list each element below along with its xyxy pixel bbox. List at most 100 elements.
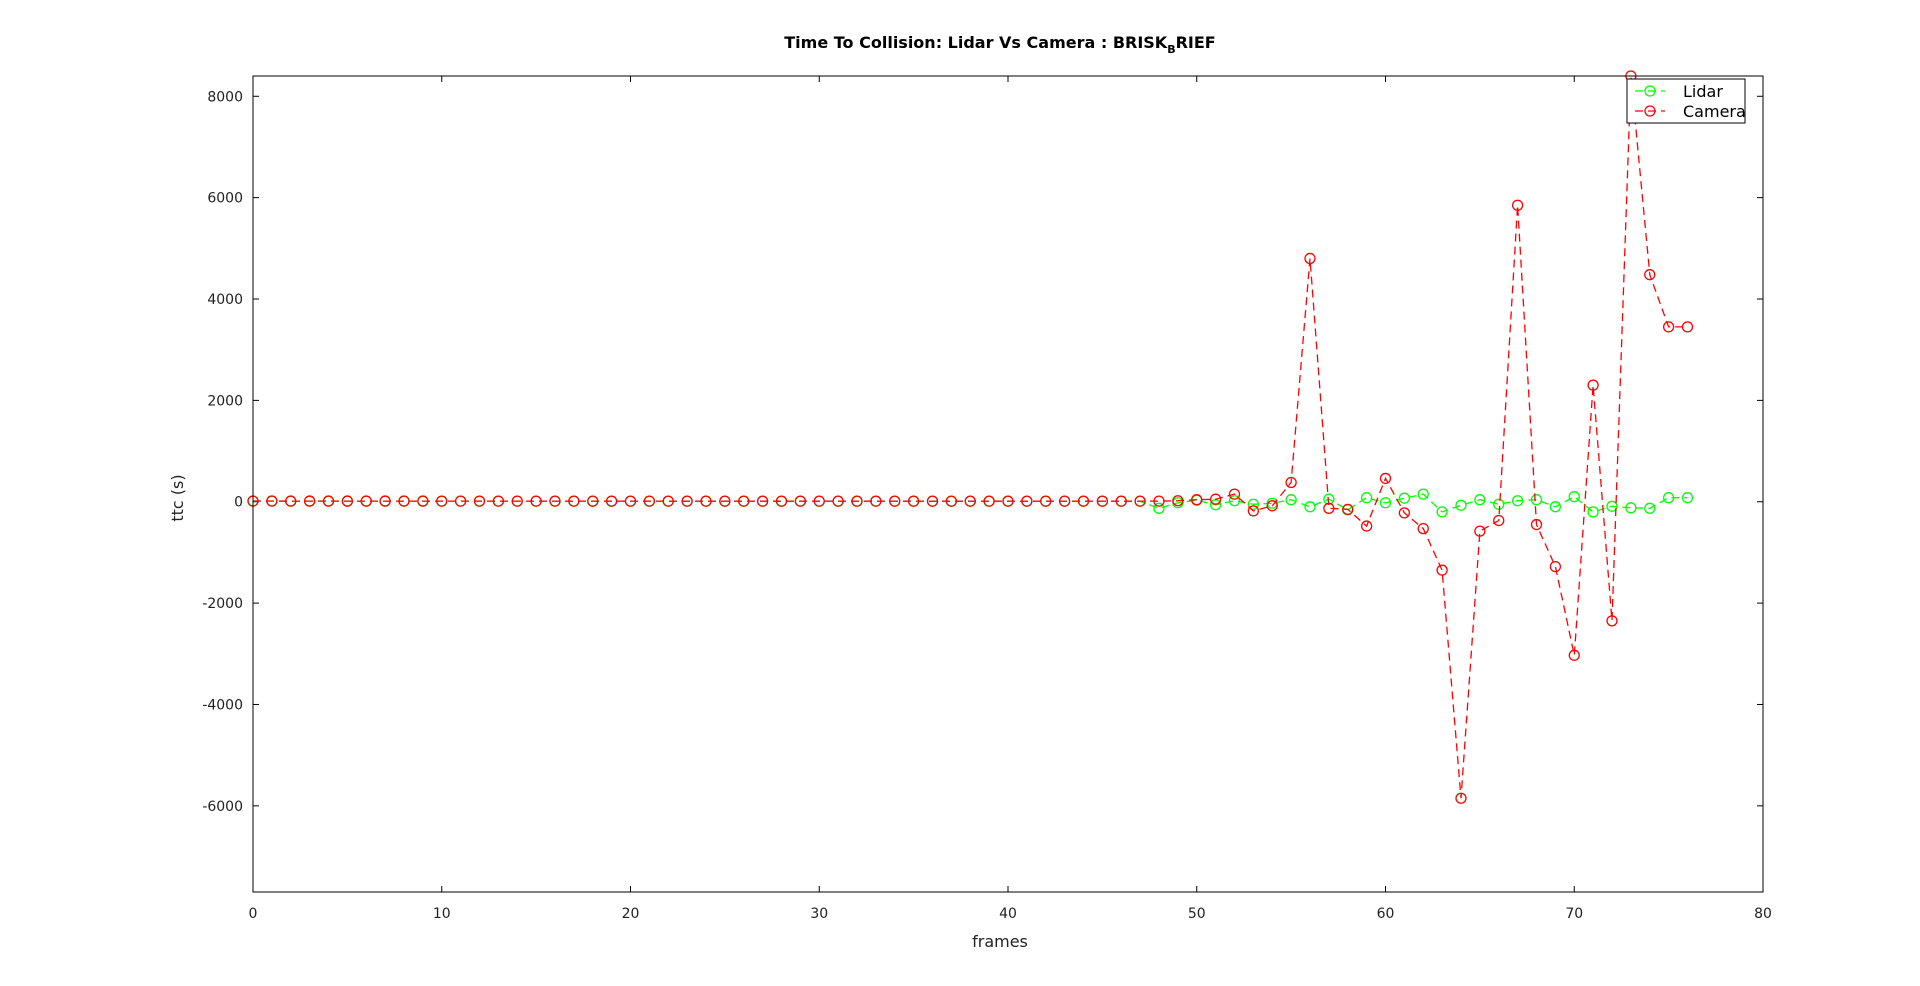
data-point-camera (1266, 500, 1278, 512)
x-axis-ticks: 0 10 20 30 40 50 60 70 80 (249, 76, 1772, 922)
data-point-lidar (1493, 498, 1505, 510)
x-axis-label: frames (972, 932, 1028, 951)
chart-title-tail: RIEF (1176, 33, 1216, 52)
data-point-camera (1342, 503, 1354, 515)
x-tick-label: 30 (810, 906, 828, 922)
legend-box (1626, 78, 1746, 124)
data-point-camera (511, 495, 523, 507)
y-axis-label: ttc (s) (168, 474, 187, 521)
data-point-camera (926, 495, 939, 507)
data-point-camera (756, 495, 769, 507)
data-point-lidar (1417, 488, 1429, 500)
data-point-camera (1323, 502, 1335, 514)
data-point-camera (1304, 252, 1316, 265)
data-point-camera (530, 495, 542, 507)
data-point-camera (1398, 507, 1411, 519)
data-point-camera (681, 495, 693, 507)
data-point-camera (964, 495, 976, 507)
data-point-camera (889, 495, 901, 507)
data-point-camera (1662, 321, 1675, 333)
data-point-lidar (1474, 494, 1486, 506)
data-point-camera (1077, 495, 1090, 507)
data-point-camera (851, 495, 863, 507)
data-point-camera (1568, 649, 1580, 661)
y-tick-label: -4000 (202, 697, 243, 713)
data-point-camera (322, 495, 335, 507)
legend-label-camera: Camera (1683, 102, 1746, 121)
data-point-camera (1360, 520, 1373, 532)
data-point-lidar (1247, 498, 1260, 510)
data-point-camera (605, 495, 618, 507)
y-tick-label: 4000 (207, 292, 243, 308)
data-point-camera (1644, 269, 1656, 281)
data-point-camera (266, 495, 278, 507)
data-point-camera (587, 495, 599, 507)
data-point-camera (1228, 488, 1241, 500)
data-point-camera (700, 495, 712, 507)
legend-marker-lidar (1644, 85, 1656, 97)
data-point-camera (1209, 493, 1222, 505)
data-point-camera (1474, 525, 1486, 537)
data-point-camera (398, 495, 410, 507)
data-point-camera (1134, 495, 1146, 507)
y-tick-label: 6000 (207, 191, 243, 207)
data-point-camera (662, 495, 674, 507)
x-tick-label: 0 (249, 906, 258, 922)
data-point-camera (285, 495, 297, 507)
data-point-camera (379, 495, 391, 507)
legend-label-lidar: Lidar (1683, 82, 1723, 101)
data-point-camera (832, 495, 844, 507)
data-point-lidar (1360, 492, 1373, 504)
data-point-camera (1040, 495, 1052, 507)
chart-title-subscript: B (1167, 43, 1175, 56)
chart-title: Time To Collision: Lidar Vs Camera : BRI… (784, 33, 1215, 56)
data-point-camera (549, 495, 561, 507)
data-point-camera (1511, 199, 1524, 211)
data-point-camera (813, 495, 825, 507)
data-point-camera (1058, 495, 1071, 507)
data-point-lidar (1568, 491, 1580, 503)
x-tick-label: 40 (999, 906, 1017, 922)
data-point-camera (436, 495, 448, 507)
data-point-camera (303, 495, 316, 507)
data-point-camera (1587, 379, 1599, 391)
data-point-camera (907, 495, 920, 507)
data-point-lidar (1644, 502, 1656, 514)
data-point-camera (870, 495, 882, 507)
data-point-lidar (1511, 495, 1524, 507)
data-point-camera (1606, 615, 1618, 627)
x-tick-label: 50 (1188, 906, 1206, 922)
data-point-camera (1153, 495, 1165, 507)
data-point-camera (341, 495, 354, 507)
data-point-camera (1172, 495, 1184, 507)
data-point-lidar (1606, 500, 1618, 512)
data-point-camera (1379, 472, 1392, 485)
y-tick-label: 0 (234, 495, 243, 511)
data-point-lidar (1587, 506, 1599, 518)
data-point-camera (1493, 514, 1505, 527)
data-point-camera (1002, 495, 1014, 507)
data-point-camera (360, 495, 372, 507)
data-point-lidar (1455, 499, 1467, 511)
chart-title-text: Time To Collision: Lidar Vs Camera : BRI… (784, 33, 1215, 56)
data-point-lidar (1530, 494, 1543, 506)
x-tick-label: 20 (622, 906, 640, 922)
data-point-camera (1436, 564, 1448, 576)
data-point-camera (738, 495, 750, 507)
data-point-camera (1115, 495, 1127, 507)
legend-marker-camera (1644, 105, 1656, 117)
data-point-camera (719, 495, 731, 507)
data-point-camera (1096, 495, 1109, 507)
chart-title-main: Time To Collision: Lidar Vs Camera : BRI… (784, 33, 1168, 52)
data-point-camera (473, 495, 486, 507)
axes-frame (252, 75, 1764, 893)
data-point-camera (624, 495, 637, 507)
x-tick-label: 10 (433, 906, 451, 922)
data-point-lidar (1436, 506, 1448, 518)
y-tick-label: 8000 (207, 89, 243, 105)
x-tick-label: 60 (1377, 906, 1395, 922)
data-point-lidar (1285, 494, 1297, 506)
data-point-camera (983, 495, 995, 507)
data-point-camera (794, 495, 807, 507)
